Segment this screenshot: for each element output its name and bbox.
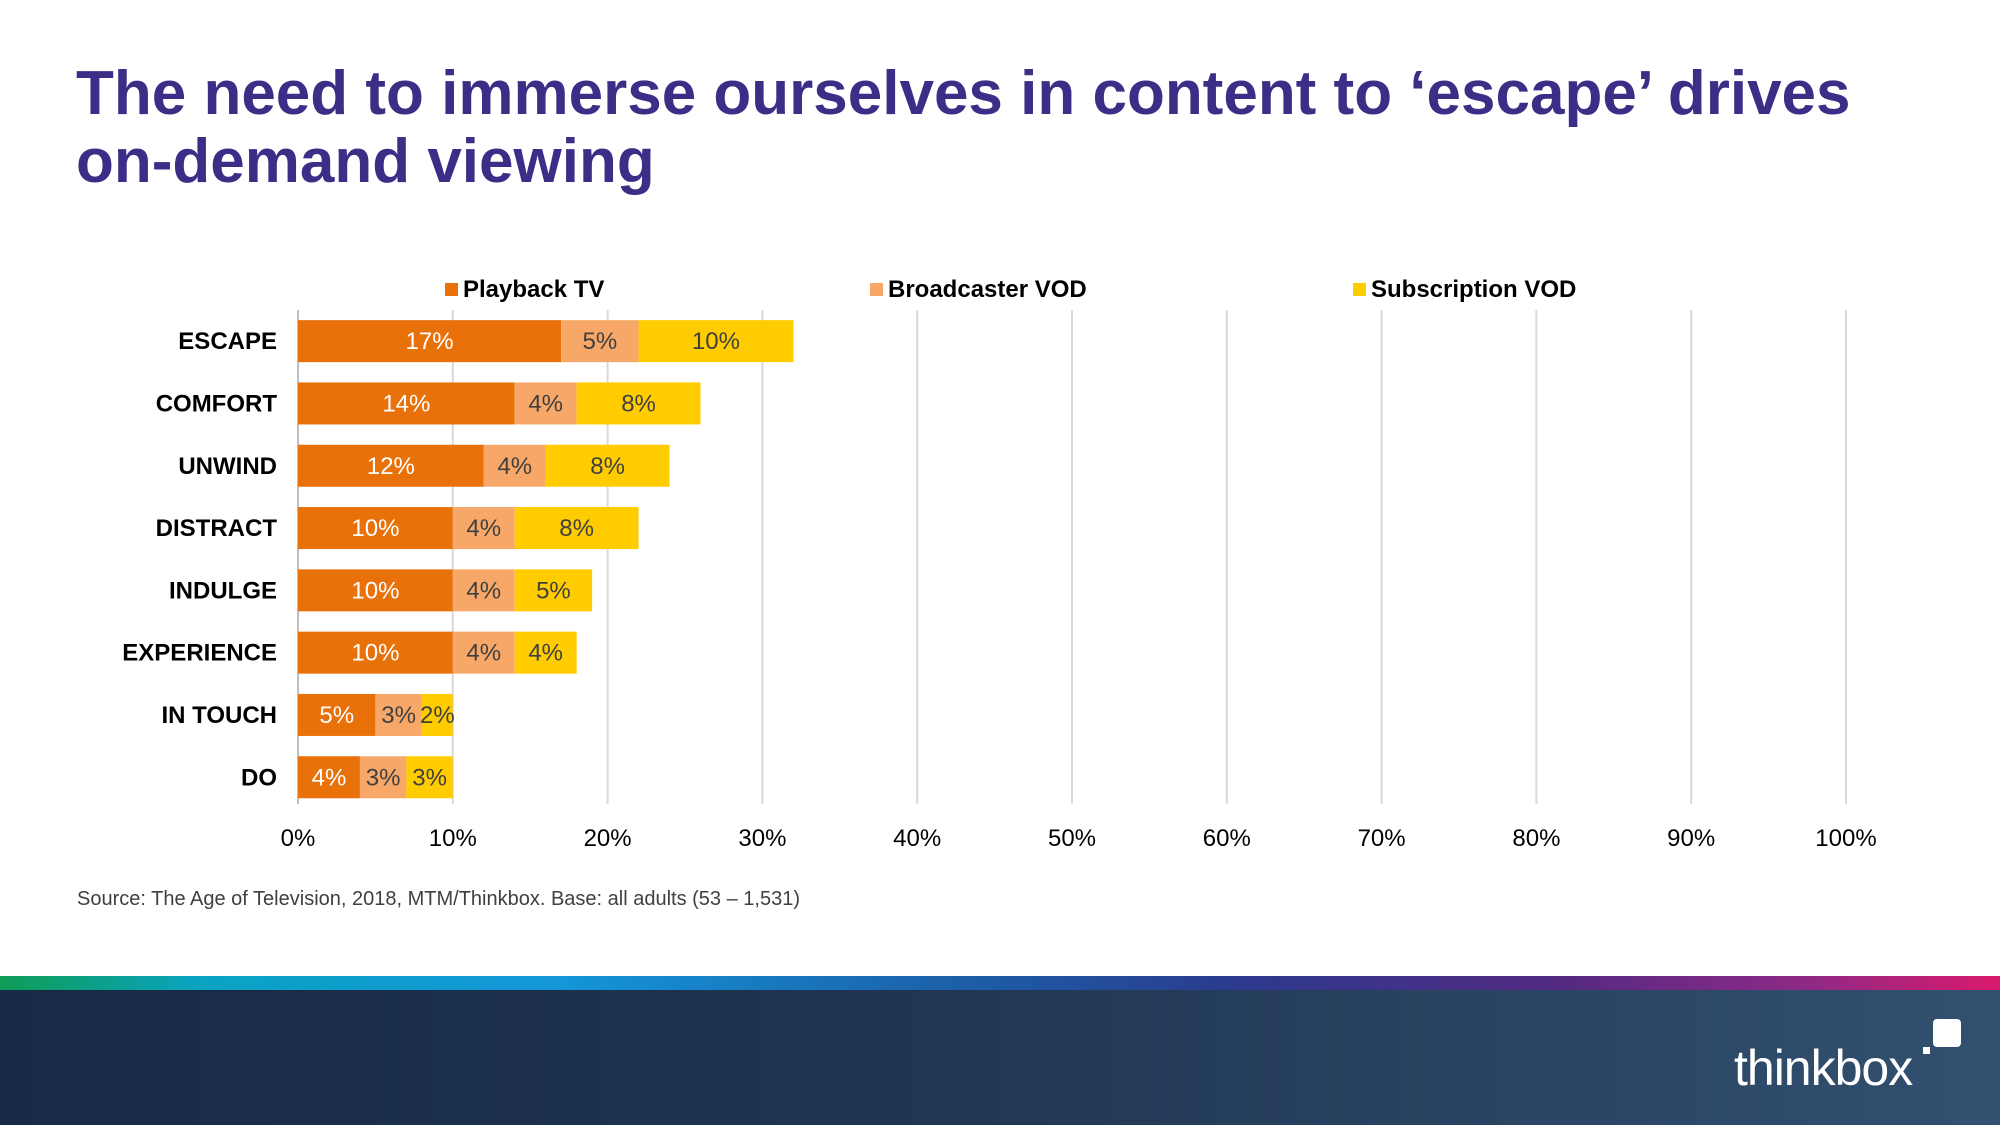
category-label: EXPERIENCE <box>122 640 277 667</box>
category-label: DO <box>241 764 277 791</box>
data-label: 3% <box>412 764 447 791</box>
slide-title: The need to immerse ourselves in content… <box>76 59 1851 196</box>
bar-segment <box>514 631 577 674</box>
bar-segment <box>452 507 515 550</box>
category-label: IN TOUCH <box>161 702 277 729</box>
data-label: 8% <box>621 390 656 417</box>
data-label: 3% <box>381 702 416 729</box>
data-label: 4% <box>466 577 501 604</box>
footer-band <box>0 990 2000 1125</box>
x-tick-label: 50% <box>1048 825 1096 852</box>
bar-segment <box>421 693 453 736</box>
data-label: 4% <box>497 453 532 480</box>
bar-segment <box>452 631 515 674</box>
logo-square-icon <box>1933 1019 1961 1047</box>
bar-segment <box>298 569 453 612</box>
x-tick-label: 70% <box>1358 825 1406 852</box>
bar-segment <box>483 444 546 487</box>
x-tick-label: 30% <box>738 825 786 852</box>
x-tick-label: 40% <box>893 825 941 852</box>
data-label: 5% <box>536 577 571 604</box>
category-label: ESCAPE <box>178 328 277 355</box>
data-label: 14% <box>382 390 430 417</box>
legend-swatch <box>870 283 883 296</box>
x-tick-label: 80% <box>1512 825 1560 852</box>
category-label: DISTRACT <box>156 515 278 542</box>
category-label: COMFORT <box>156 390 278 417</box>
bar-segment <box>298 693 376 736</box>
source-note: Source: The Age of Television, 2018, MTM… <box>77 888 800 910</box>
data-label: 10% <box>351 640 399 667</box>
x-tick-label: 20% <box>584 825 632 852</box>
legend-label: Broadcaster VOD <box>888 276 1087 303</box>
bar-segment <box>638 320 794 363</box>
bar-segment <box>576 382 701 425</box>
bar-segment <box>298 631 453 674</box>
bar-segment <box>452 569 515 612</box>
data-label: 5% <box>319 702 354 729</box>
legend-swatch <box>1353 283 1366 296</box>
data-label: 4% <box>312 764 347 791</box>
data-label: 10% <box>351 515 399 542</box>
gradient-stripe <box>0 976 2000 990</box>
data-label: 3% <box>366 764 401 791</box>
legend-label: Subscription VOD <box>1371 276 1576 303</box>
data-label: 17% <box>406 328 454 355</box>
data-label: 8% <box>559 515 594 542</box>
data-label: 10% <box>351 577 399 604</box>
bar-segment <box>298 756 360 799</box>
data-label: 4% <box>528 640 563 667</box>
bar-segment <box>359 756 407 799</box>
bar-segment <box>545 444 670 487</box>
bar-segment <box>561 320 639 363</box>
x-tick-label: 10% <box>429 825 477 852</box>
bar-segment <box>514 382 577 425</box>
x-tick-label: 90% <box>1667 825 1715 852</box>
bar-segment <box>514 569 593 612</box>
x-tick-label: 0% <box>281 825 316 852</box>
category-label: UNWIND <box>178 453 277 480</box>
thinkbox-logo: thinkbox <box>1734 1040 1913 1096</box>
bar-segment <box>298 507 453 550</box>
category-label: INDULGE <box>169 577 277 604</box>
data-label: 12% <box>367 453 415 480</box>
data-label: 4% <box>466 640 501 667</box>
data-label: 2% <box>420 702 455 729</box>
data-label: 5% <box>583 328 618 355</box>
bar-segment <box>406 756 453 799</box>
data-label: 8% <box>590 453 625 480</box>
stacked-bar-chart: 0% 10% 20% 30% 40% 50% 60% 70% 80% 90% 100% Playbac… <box>122 276 1876 852</box>
bar-segment <box>514 507 639 550</box>
data-label: 10% <box>692 328 740 355</box>
data-label: 4% <box>528 390 563 417</box>
legend-swatch <box>445 283 458 296</box>
bar-segment <box>298 382 515 425</box>
bar-segment <box>375 693 422 736</box>
data-label: 4% <box>466 515 501 542</box>
logo-dot-icon <box>1923 1047 1930 1054</box>
bar-segment <box>298 444 484 487</box>
x-tick-label: 60% <box>1203 825 1251 852</box>
bar-segment <box>298 320 562 363</box>
x-tick-label: 100% <box>1815 825 1876 852</box>
legend-label: Playback TV <box>463 276 604 303</box>
